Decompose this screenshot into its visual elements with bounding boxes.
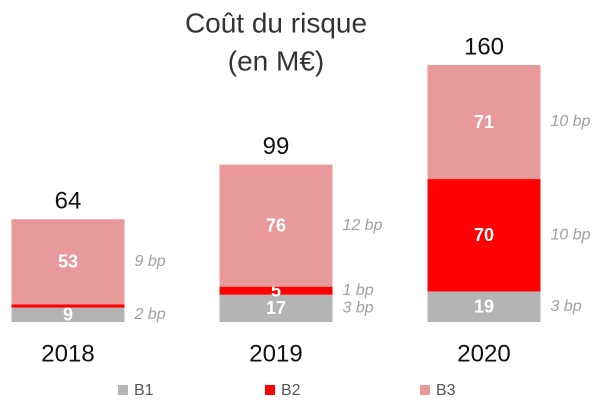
bar-segment bbox=[11, 219, 125, 305]
chart-title: Coût du risque bbox=[185, 7, 367, 38]
bp-annotation: 9 bp bbox=[135, 253, 166, 270]
legend-swatch bbox=[265, 385, 275, 395]
x-tick-label: 2019 bbox=[249, 340, 302, 367]
x-tick-label: 2020 bbox=[457, 340, 510, 367]
bar-segment bbox=[219, 286, 333, 295]
data-label: 71 bbox=[474, 112, 494, 132]
bp-annotation: 1 bp bbox=[343, 282, 374, 299]
bar-segment bbox=[11, 307, 125, 322]
legend-label: B2 bbox=[281, 382, 301, 399]
data-label: 19 bbox=[474, 296, 494, 316]
data-label: 70 bbox=[474, 225, 494, 245]
bp-annotation: 12 bp bbox=[343, 217, 383, 234]
legend-swatch bbox=[118, 385, 128, 395]
legend-swatch bbox=[420, 385, 430, 395]
data-label: 5 bbox=[271, 280, 281, 300]
bar-segment bbox=[427, 65, 541, 180]
bp-annotation: 3 bp bbox=[343, 300, 374, 317]
bar-segment bbox=[427, 291, 541, 322]
bar-segment bbox=[427, 179, 541, 292]
bar-segment bbox=[219, 164, 333, 287]
legend-label: B1 bbox=[134, 382, 154, 399]
legend-label: B3 bbox=[436, 382, 456, 399]
data-label: 17 bbox=[266, 298, 286, 318]
bp-annotation: 2 bp bbox=[134, 306, 166, 323]
bp-annotation: 10 bp bbox=[551, 113, 591, 130]
bp-annotation: 3 bp bbox=[551, 298, 582, 315]
x-tick-label: 2018 bbox=[41, 340, 94, 367]
total-label: 99 bbox=[263, 133, 290, 160]
bar-segment bbox=[219, 294, 333, 322]
total-label: 64 bbox=[55, 188, 82, 215]
total-label: 160 bbox=[464, 33, 504, 60]
data-label: 76 bbox=[266, 215, 286, 235]
chart-subtitle: (en M€) bbox=[228, 45, 324, 76]
bar-segment bbox=[11, 304, 125, 308]
data-label: 53 bbox=[58, 252, 78, 272]
bp-annotation: 10 bp bbox=[551, 226, 591, 243]
data-label: 9 bbox=[63, 305, 73, 325]
